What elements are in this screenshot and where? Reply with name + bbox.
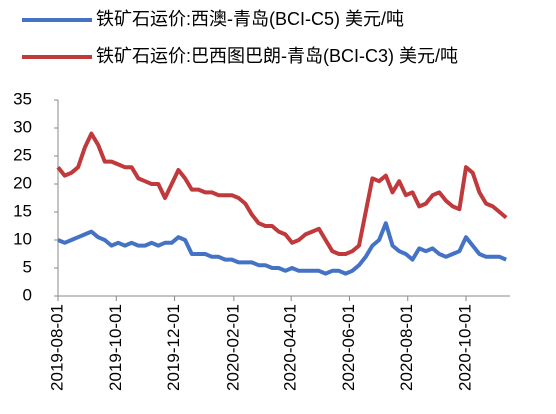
- x-tick-label: 2020-02-01: [223, 304, 242, 391]
- x-tick-label: 2020-10-01: [456, 304, 475, 391]
- legend-label: 铁矿石运价:西澳-青岛(BCI-C5) 美元/吨: [96, 9, 404, 29]
- legend-label: 铁矿石运价:巴西图巴朗-青岛(BCI-C3) 美元/吨: [96, 46, 458, 66]
- series-line: [57, 221, 507, 276]
- y-tick-label: 20: [13, 173, 32, 192]
- y-tick-label: 15: [13, 201, 32, 220]
- x-tick-label: 2020-08-01: [397, 304, 416, 391]
- y-tick-label: 30: [13, 117, 32, 136]
- x-tick-label: 2020-04-01: [281, 304, 300, 391]
- y-tick-label: 5: [23, 257, 32, 276]
- y-tick-label: 10: [13, 229, 32, 248]
- y-tick-label: 25: [13, 145, 32, 164]
- series-line: [56, 131, 508, 256]
- x-tick-label: 2019-08-01: [47, 304, 66, 391]
- x-tick-label: 2019-10-01: [106, 304, 125, 391]
- x-tick-label: 2019-12-01: [164, 304, 183, 391]
- y-tick-label: 35: [13, 89, 32, 108]
- x-tick-label: 2020-06-01: [339, 304, 358, 391]
- y-tick-label: 0: [23, 285, 32, 304]
